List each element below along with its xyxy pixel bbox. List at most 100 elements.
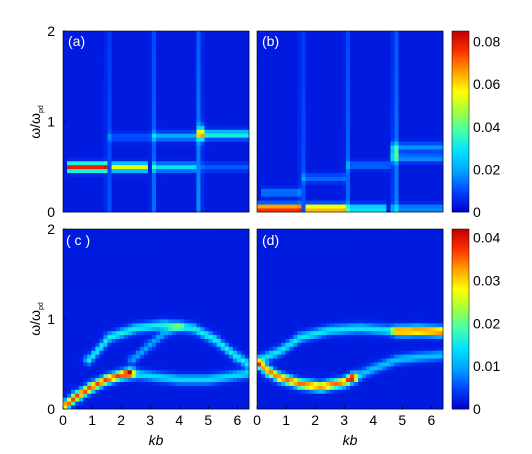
- heatmap-cell: [107, 188, 112, 193]
- heatmap-cell: [232, 393, 238, 398]
- heatmap-cell: [208, 149, 214, 154]
- heatmap-cell: [390, 54, 395, 59]
- heatmap-cell: [75, 168, 80, 174]
- heatmap-cell: [164, 101, 169, 107]
- heatmap-cell: [75, 113, 80, 118]
- heatmap-cell: [131, 78, 137, 83]
- heatmap-cell: [208, 121, 214, 126]
- heatmap-cell: [232, 373, 238, 379]
- heatmap-cell: [180, 354, 185, 359]
- heatmap-cell: [143, 38, 149, 44]
- heatmap-cell: [370, 168, 375, 174]
- heatmap-cell: [386, 78, 391, 83]
- heatmap-cell: [236, 188, 242, 193]
- heatmap-cell: [176, 168, 181, 174]
- heatmap-cell: [143, 385, 149, 390]
- heatmap-cell: [362, 200, 367, 205]
- heatmap-cell: [430, 172, 436, 177]
- heatmap-cell: [220, 129, 226, 134]
- heatmap-cell: [301, 188, 306, 193]
- heatmap-cell: [345, 46, 351, 52]
- heatmap-cell: [168, 82, 173, 87]
- heatmap-cell: [394, 176, 399, 181]
- heatmap-cell: [216, 86, 222, 91]
- heatmap-cell: [293, 129, 298, 134]
- heatmap-cell: [414, 78, 420, 83]
- heatmap-cell: [208, 373, 214, 379]
- heatmap-cell: [204, 38, 209, 44]
- heatmap-cell: [180, 397, 185, 402]
- heatmap-cell: [236, 145, 242, 150]
- heatmap-cell: [341, 145, 347, 150]
- heatmap-cell: [160, 125, 165, 130]
- heatmap-cell: [374, 74, 379, 79]
- heatmap-cell: [147, 192, 153, 197]
- heatmap-cell: [329, 34, 335, 40]
- heatmap-cell: [398, 62, 403, 67]
- heatmap-cell: [168, 192, 173, 197]
- heatmap-cell: [63, 342, 68, 347]
- heatmap-cell: [261, 82, 266, 87]
- heatmap-cell: [345, 141, 351, 146]
- heatmap-cell: [366, 93, 371, 99]
- heatmap-cell: [115, 168, 121, 174]
- heatmap-cell: [277, 172, 282, 177]
- heatmap-cell: [406, 188, 412, 193]
- heatmap-cell: [87, 105, 92, 111]
- heatmap-cell: [79, 389, 84, 394]
- heatmap-cell: [305, 70, 310, 75]
- heatmap-cell: [216, 74, 222, 79]
- heatmap-cell: [139, 160, 145, 166]
- heatmap-cell: [75, 31, 80, 36]
- heatmap-cell: [277, 200, 282, 205]
- heatmap-cell: [160, 188, 165, 193]
- heatmap-cell: [378, 113, 383, 118]
- heatmap-cell: [354, 204, 359, 209]
- heatmap-cell: [91, 93, 96, 99]
- heatmap-cell: [321, 192, 327, 197]
- heatmap-cell: [111, 78, 116, 83]
- heatmap-cell: [305, 164, 310, 170]
- heatmap-cell: [240, 117, 246, 122]
- heatmap-cell: [410, 66, 416, 71]
- heatmap-cell: [301, 137, 306, 142]
- heatmap-cell: [204, 78, 209, 83]
- heatmap-cell: [325, 50, 331, 55]
- heatmap-cell: [63, 389, 68, 394]
- heatmap-cell: [325, 125, 331, 130]
- heatmap-cell: [123, 105, 129, 111]
- heatmap-cell: [329, 31, 335, 36]
- heatmap-cell: [147, 354, 153, 359]
- heatmap-cell: [281, 31, 286, 36]
- heatmap-cell: [151, 405, 157, 410]
- heatmap-cell: [147, 373, 153, 379]
- heatmap-cell: [168, 385, 173, 390]
- heatmap-cell: [410, 74, 416, 79]
- heatmap-cell: [87, 385, 92, 390]
- heatmap-cell: [160, 200, 165, 205]
- heatmap-cell: [184, 133, 189, 138]
- heatmap-cell: [99, 365, 104, 371]
- heatmap-cell: [317, 168, 323, 174]
- heatmap-cell: [143, 160, 149, 166]
- heatmap-cell: [180, 196, 185, 201]
- heatmap-cell: [309, 152, 315, 158]
- heatmap-cell: [228, 141, 234, 146]
- heatmap-cell: [434, 208, 440, 213]
- heatmap-cell: [414, 200, 420, 205]
- heatmap-cell: [317, 86, 323, 91]
- heatmap-cell: [422, 172, 428, 177]
- heatmap-cell: [232, 145, 238, 150]
- heatmap-cell: [325, 62, 331, 67]
- heatmap-cell: [370, 42, 375, 48]
- heatmap-cell: [107, 354, 112, 359]
- heatmap-cell: [289, 145, 294, 150]
- heatmap-cell: [111, 393, 116, 398]
- heatmap-cell: [240, 176, 246, 181]
- heatmap-cell: [63, 54, 68, 59]
- heatmap-cell: [87, 141, 92, 146]
- heatmap-cell: [91, 369, 96, 375]
- heatmap-cell: [285, 164, 290, 170]
- heatmap-cell: [426, 31, 432, 36]
- heatmap-cell: [71, 54, 76, 59]
